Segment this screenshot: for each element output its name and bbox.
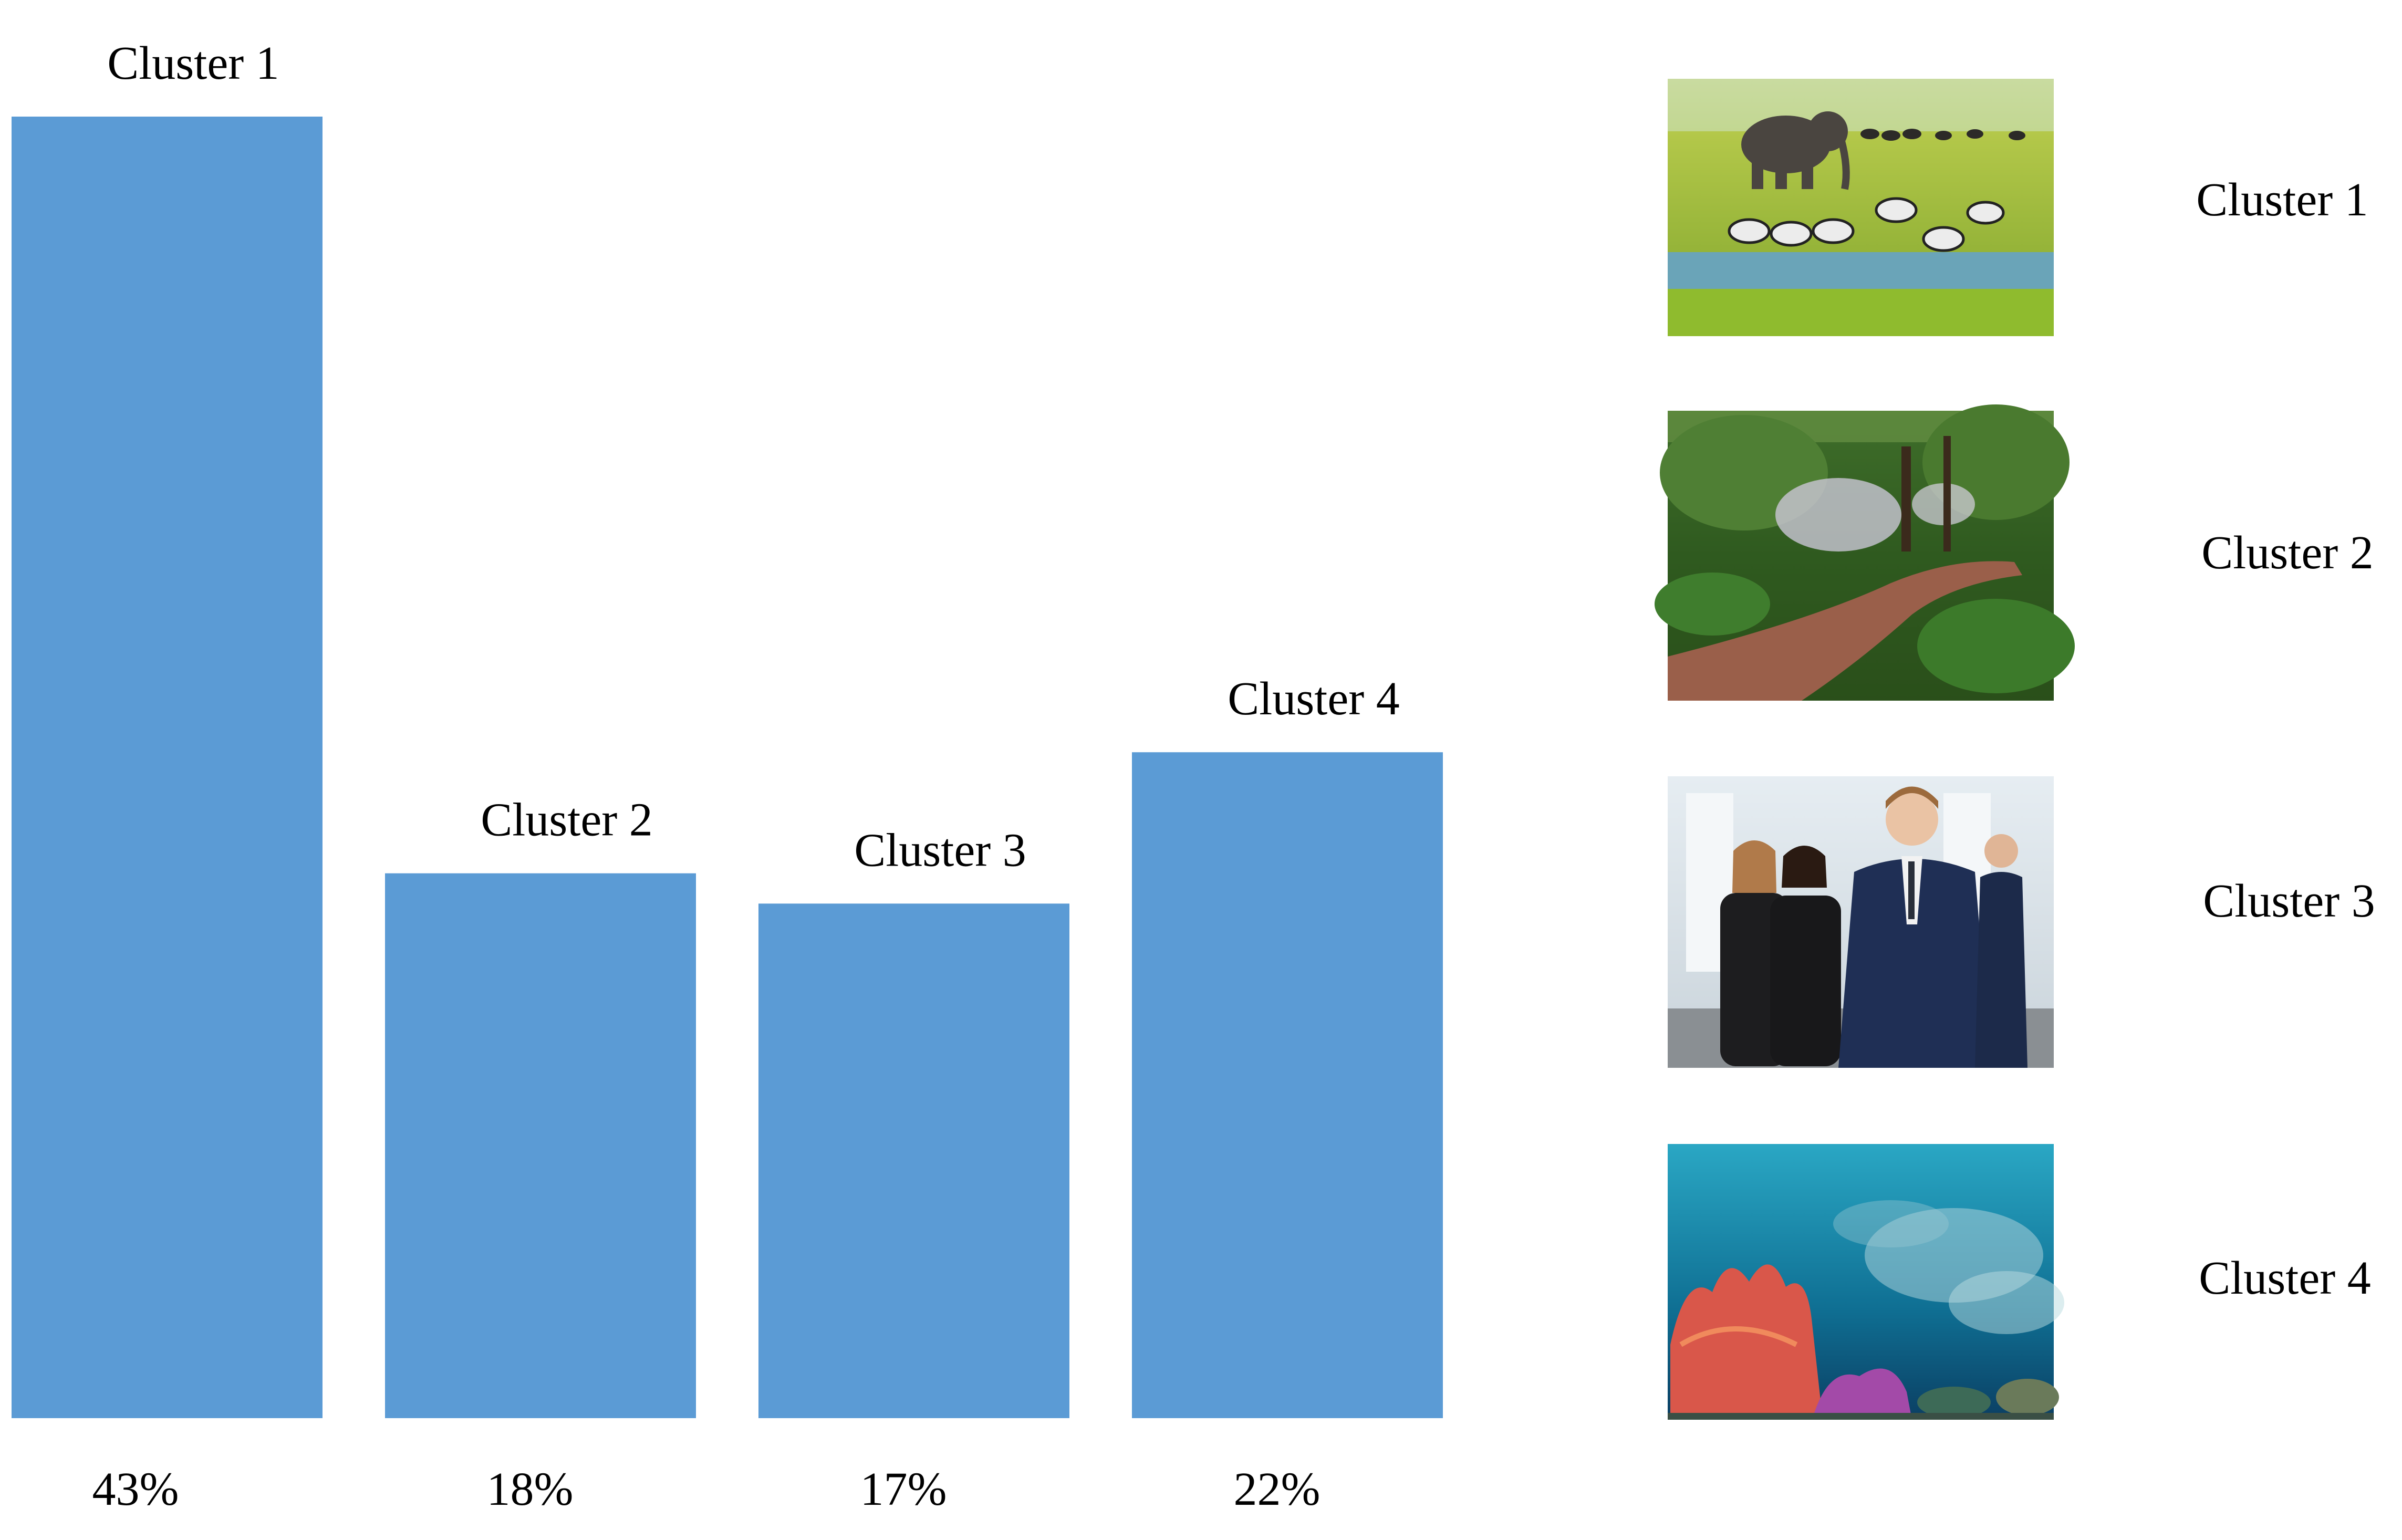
legend: Cluster 1 Cluster 2 [1655, 79, 2375, 1420]
bar-1 [12, 117, 323, 1418]
legend-label-4: Cluster 4 [2199, 1252, 2370, 1304]
bar-category-label-2: Cluster 2 [481, 794, 652, 846]
coral-reef-fish-photo [1668, 1144, 2064, 1420]
bar-category-label-4: Cluster 4 [1228, 673, 1399, 725]
bar-value-label-4: 22% [1234, 1463, 1320, 1515]
bar-value-label-1: 43% [92, 1463, 179, 1515]
bar-value-label-3: 17% [860, 1463, 947, 1515]
bar-4 [1132, 752, 1443, 1418]
savanna-elephant-zebras-photo [1668, 79, 2054, 336]
bar-category-label-1: Cluster 1 [107, 37, 279, 89]
legend-label-2: Cluster 2 [2201, 527, 2373, 579]
garden-brick-path-photo [1655, 404, 2075, 701]
business-people-photo [1668, 776, 2054, 1068]
bar-value-label-2: 18% [487, 1463, 574, 1515]
bar-3 [758, 903, 1069, 1418]
legend-label-1: Cluster 1 [2196, 174, 2368, 226]
legend-label-3: Cluster 3 [2203, 875, 2375, 927]
bar-2 [385, 873, 696, 1418]
bar-category-label-3: Cluster 3 [854, 824, 1026, 876]
